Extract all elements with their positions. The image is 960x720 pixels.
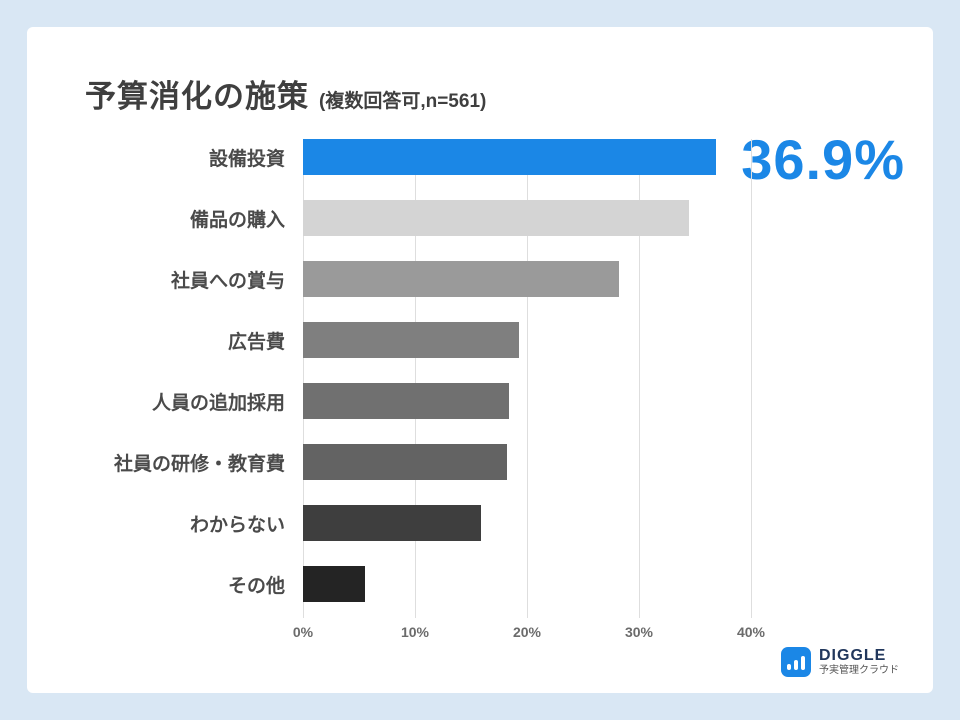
chart-row: 社員への賞与 <box>57 261 797 297</box>
bar <box>303 444 507 480</box>
chart-card: 予算消化の施策 (複数回答可,n=561) 36.9% 設備投資備品の購入社員へ… <box>27 27 933 693</box>
page-header: 予算消化の施策 (複数回答可,n=561) <box>85 71 486 116</box>
x-axis-tick-label: 10% <box>400 624 430 640</box>
chart-row: 備品の購入 <box>57 200 797 236</box>
logo-bar-icon <box>801 656 805 670</box>
chart-row: 社員の研修・教育費 <box>57 444 797 480</box>
brand-logo: DIGGLE 予実管理クラウド <box>781 647 899 677</box>
x-axis-tick-label: 40% <box>736 624 766 640</box>
bar-chart: 設備投資備品の購入社員への賞与広告費人員の追加採用社員の研修・教育費わからないそ… <box>57 139 797 650</box>
brand-tagline: 予実管理クラウド <box>819 665 899 677</box>
chart-row: その他 <box>57 566 797 602</box>
category-label: 設備投資 <box>208 148 285 170</box>
category-label: 広告費 <box>227 331 285 353</box>
bar-track <box>303 200 751 236</box>
logo-bar-icon <box>794 660 798 670</box>
x-axis-tick-label: 30% <box>624 624 654 640</box>
bar <box>303 200 690 236</box>
bar <box>303 566 365 602</box>
brand-name: DIGGLE <box>819 647 887 665</box>
category-label: 社員の研修・教育費 <box>113 453 285 475</box>
x-axis: 0% 10% 20% 30% 40% <box>57 624 797 650</box>
bar-track <box>303 322 751 358</box>
logo-text: DIGGLE 予実管理クラウド <box>819 647 899 677</box>
bar-track <box>303 566 751 602</box>
bar <box>303 322 520 358</box>
chart-row: 設備投資 <box>57 139 797 175</box>
bar-track <box>303 444 751 480</box>
highlight-value: 36.9% <box>741 128 905 191</box>
bar <box>303 139 717 175</box>
page-subtitle: (複数回答可,n=561) <box>319 91 487 112</box>
chart-row: 広告費 <box>57 322 797 358</box>
x-axis-tick-label: 0% <box>292 624 314 640</box>
bar-track <box>303 383 751 419</box>
category-label: わからない <box>189 514 285 536</box>
bar <box>303 261 619 297</box>
bar-track <box>303 505 751 541</box>
bar-track <box>303 261 751 297</box>
chart-row: わからない <box>57 505 797 541</box>
bar <box>303 383 510 419</box>
category-label: 社員への賞与 <box>170 270 285 292</box>
chart-rows: 設備投資備品の購入社員への賞与広告費人員の追加採用社員の研修・教育費わからないそ… <box>57 139 797 618</box>
logo-bar-icon <box>787 664 791 670</box>
category-label: その他 <box>227 575 285 597</box>
category-label: 人員の追加採用 <box>151 392 285 414</box>
plot-area: 設備投資備品の購入社員への賞与広告費人員の追加採用社員の研修・教育費わからないそ… <box>57 139 797 618</box>
diggle-logo-icon <box>781 647 811 677</box>
bar <box>303 505 482 541</box>
page-title: 予算消化の施策 <box>85 79 309 114</box>
x-axis-tick-label: 20% <box>512 624 542 640</box>
bar-track <box>303 139 751 175</box>
chart-row: 人員の追加採用 <box>57 383 797 419</box>
category-label: 備品の購入 <box>189 209 285 231</box>
